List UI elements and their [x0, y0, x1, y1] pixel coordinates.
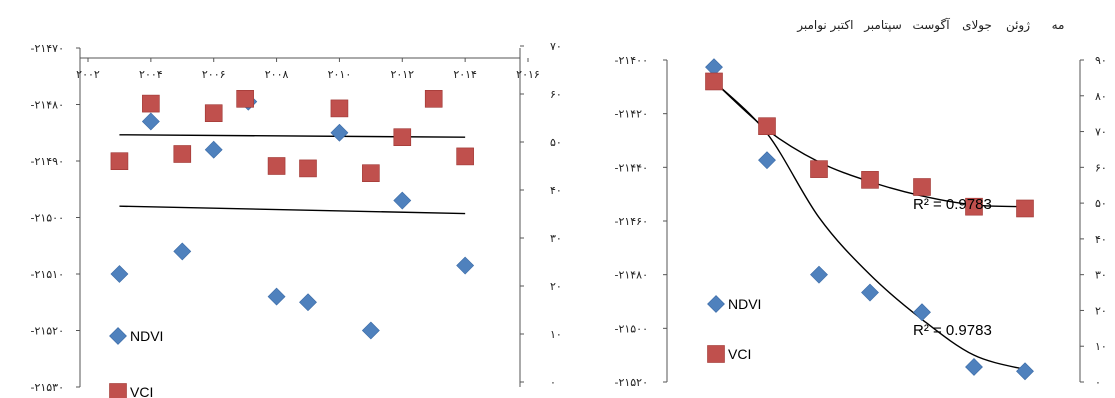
ndvi-point — [299, 293, 317, 312]
y-left-tick-label: -۲۱۵۲۰ — [30, 325, 64, 338]
month-label: نوامبر — [796, 18, 827, 33]
vci-point — [236, 90, 254, 108]
y-right-tick-label: ۹۰ — [1095, 54, 1107, 67]
chart-monthly: -۲۱۴۰۰ -۲۱۴۲۰ -۲۱۴۴۰ -۲۱۴۶۰ -۲۱۴۸۰ -۲۱۵۰۰ -۲۱۵… — [614, 17, 1106, 389]
y-right-tick-label: ۰ — [550, 376, 556, 389]
vci-point — [1016, 199, 1034, 218]
y-left-tick-label: -۲۱۴۲۰ — [614, 108, 648, 121]
month-label: ژوئن — [1006, 18, 1030, 33]
y-left-tick-label: -۲۱۴۴۰ — [614, 161, 648, 174]
y-right-tick-label: ۴۰ — [550, 184, 562, 197]
ndvi-point — [456, 256, 475, 275]
x-tick-label: ۲۰۰۲ — [76, 68, 100, 81]
y-left-tick-label: -۲۱۴۷۰ — [30, 42, 64, 55]
r2-label-ndvi: R² = 0.9783 — [913, 322, 992, 339]
chart-yearly: -۲۱۴۷۰ -۲۱۴۸۰ -۲۱۴۹۰ -۲۱۵۰۰ -۲۱۵۱۰ -۲۱۵۲۰ -۲۱۵… — [30, 40, 562, 398]
y-right-tick-label: ۴۰ — [1095, 233, 1107, 246]
vci-point — [705, 72, 723, 91]
legend-vci-marker — [109, 383, 127, 398]
legend-vci-marker — [707, 345, 725, 363]
x-tick-label: ۲۰۰۶ — [202, 68, 226, 81]
vci-point — [393, 128, 412, 146]
y-right-tick-label: ۳۰ — [1095, 269, 1107, 282]
ndvi-point — [141, 112, 160, 131]
vci-point — [204, 104, 223, 122]
y-right-tick-label: ۳۰ — [550, 232, 562, 245]
vci-point — [362, 164, 380, 182]
month-label: سپتامبر — [863, 18, 902, 33]
y-left-tick-label: -۲۱۴۶۰ — [614, 215, 648, 228]
y-right-tick-label: ۱۰ — [550, 328, 562, 341]
vci-point — [142, 94, 160, 113]
x-tick-label: ۲۰۱۲ — [390, 68, 414, 81]
y-right-tick-label: ۲۰ — [550, 280, 562, 293]
ndvi-point — [810, 265, 828, 284]
r2-label-vci: R² = 0.9783 — [913, 196, 992, 213]
ndvi-point — [393, 191, 412, 210]
x-tick-label: ۲۰۰۴ — [139, 68, 163, 81]
month-label: آگوست — [912, 17, 950, 33]
vci-point — [299, 159, 317, 178]
vci-point — [913, 178, 931, 196]
vci-point — [330, 99, 349, 118]
y-right-tick-label: ۵۰ — [1095, 197, 1107, 210]
ndvi-point — [267, 287, 286, 306]
y-left-tick-label: -۲۱۵۳۰ — [30, 381, 64, 394]
legend-ndvi-label: NDVI — [130, 328, 163, 344]
y-right-tick-label: ۶۰ — [550, 88, 562, 101]
y-left-tick-label: -۲۱۵۰۰ — [30, 212, 64, 225]
x-tick-label: ۲۰۱۰ — [328, 68, 352, 81]
ndvi-point — [361, 321, 380, 340]
y-right-tick-label: ۸۰ — [1095, 90, 1107, 103]
x-tick-label: ۲۰۱۴ — [453, 68, 477, 81]
ndvi-point — [913, 303, 931, 322]
vci-point — [965, 197, 983, 216]
ndvi-point — [110, 265, 129, 283]
y-right-tick-label: ۵۰ — [550, 136, 562, 149]
trendline — [119, 205, 466, 215]
y-left-tick-label: -۲۱۵۰۰ — [614, 322, 648, 335]
ndvi-point — [173, 242, 192, 261]
month-label: جولای — [962, 18, 992, 33]
legend-ndvi-label: NDVI — [728, 296, 761, 312]
y-left-tick-label: -۲۱۴۰۰ — [614, 54, 648, 67]
ndvi-point — [330, 123, 349, 142]
vci-point — [456, 147, 474, 166]
y-right-tick-label: ۷۰ — [1095, 126, 1107, 139]
y-left-tick-label: -۲۱۵۱۰ — [30, 268, 64, 281]
y-right-tick-label: ۶۰ — [1095, 161, 1107, 174]
x-tick-label: ۲۰۱۶ — [516, 68, 540, 81]
vci-point — [861, 171, 879, 189]
y-right-tick-label: ۰ — [1095, 376, 1101, 389]
y-left-tick-label: -۲۱۴۸۰ — [30, 99, 64, 112]
vci-point — [267, 157, 286, 175]
ndvi-point — [1016, 362, 1034, 381]
trendline — [119, 134, 466, 138]
legend-ndvi-marker — [109, 327, 127, 345]
ndvi-point — [758, 151, 776, 170]
legend-ndvi-marker — [707, 295, 725, 313]
legend-vci-label: VCI — [130, 384, 153, 398]
vci-point — [810, 160, 828, 178]
y-right-tick-label: ۷۰ — [550, 40, 562, 53]
vci-point — [424, 90, 443, 108]
vci-point — [758, 117, 776, 135]
month-label: مه — [1052, 18, 1065, 32]
y-right-tick-label: ۱۰ — [1095, 340, 1107, 353]
ndvi-point — [204, 140, 223, 159]
legend-vci-label: VCI — [728, 346, 751, 362]
vci-point — [173, 145, 192, 163]
vci-point — [110, 152, 129, 170]
month-label: اکتبر — [830, 18, 854, 33]
ndvi-point — [965, 358, 983, 376]
y-right-tick-label: ۲۰ — [1095, 304, 1107, 317]
y-left-tick-label: -۲۱۴۹۰ — [30, 155, 64, 168]
ndvi-point — [861, 283, 879, 302]
y-left-tick-label: -۲۱۴۸۰ — [614, 269, 648, 282]
y-left-tick-label: -۲۱۵۲۰ — [614, 376, 648, 389]
x-tick-label: ۲۰۰۸ — [265, 68, 289, 81]
